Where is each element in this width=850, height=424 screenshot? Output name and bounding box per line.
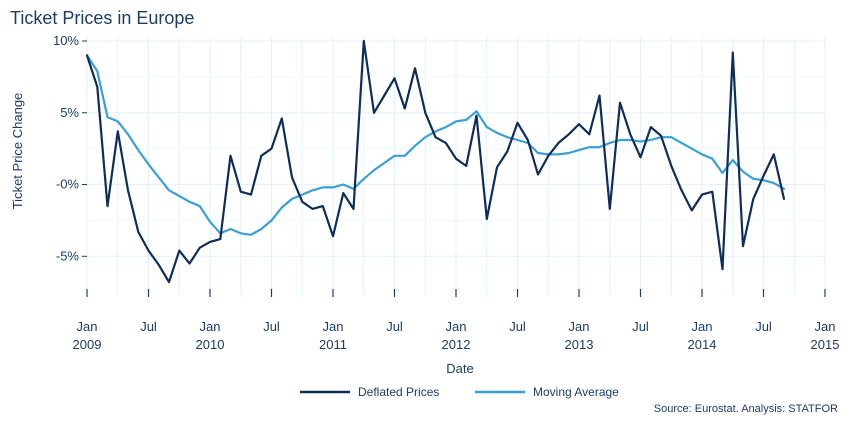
source-note: Source: Eurostat. Analysis: STATFOR [654, 403, 838, 415]
legend-label: Deflated Prices [358, 385, 439, 399]
x-tick-label: Jul [632, 319, 649, 334]
series-line-moving-average [85, 54, 786, 236]
x-tick-year-label: 2015 [811, 337, 840, 352]
y-axis-title: Ticket Price Change [10, 93, 25, 210]
x-tick-label: Jan [200, 319, 221, 334]
x-tick-label: Jul [509, 319, 526, 334]
y-tick-label: 10% [53, 33, 79, 48]
x-tick-label: Jul [263, 319, 280, 334]
x-tick-year-label: 2010 [196, 337, 225, 352]
x-tick-year-label: 2012 [442, 337, 471, 352]
y-tick-label: -0% [56, 177, 80, 192]
x-tick-year-label: 2013 [565, 337, 594, 352]
x-tick-label: Jan [815, 319, 836, 334]
x-tick-year-label: 2014 [688, 337, 717, 352]
chart-title: Ticket Prices in Europe [10, 8, 195, 28]
x-tick-label: Jan [323, 319, 344, 334]
x-tick-label: Jul [386, 319, 403, 334]
x-tick-label: Jan [692, 319, 713, 334]
x-tick-label: Jul [140, 319, 157, 334]
y-tick-label: -5% [56, 248, 80, 263]
legend-label: Moving Average [533, 385, 619, 399]
x-tick-year-label: 2011 [319, 337, 347, 352]
series-line-deflated-prices [85, 39, 786, 284]
y-tick-label: 5% [60, 105, 79, 120]
x-tick-year-label: 2009 [73, 337, 102, 352]
x-tick-label: Jan [569, 319, 590, 334]
x-axis-title: Date [446, 361, 473, 376]
x-tick-label: Jan [77, 319, 98, 334]
x-tick-label: Jan [446, 319, 467, 334]
x-tick-label: Jul [755, 319, 772, 334]
